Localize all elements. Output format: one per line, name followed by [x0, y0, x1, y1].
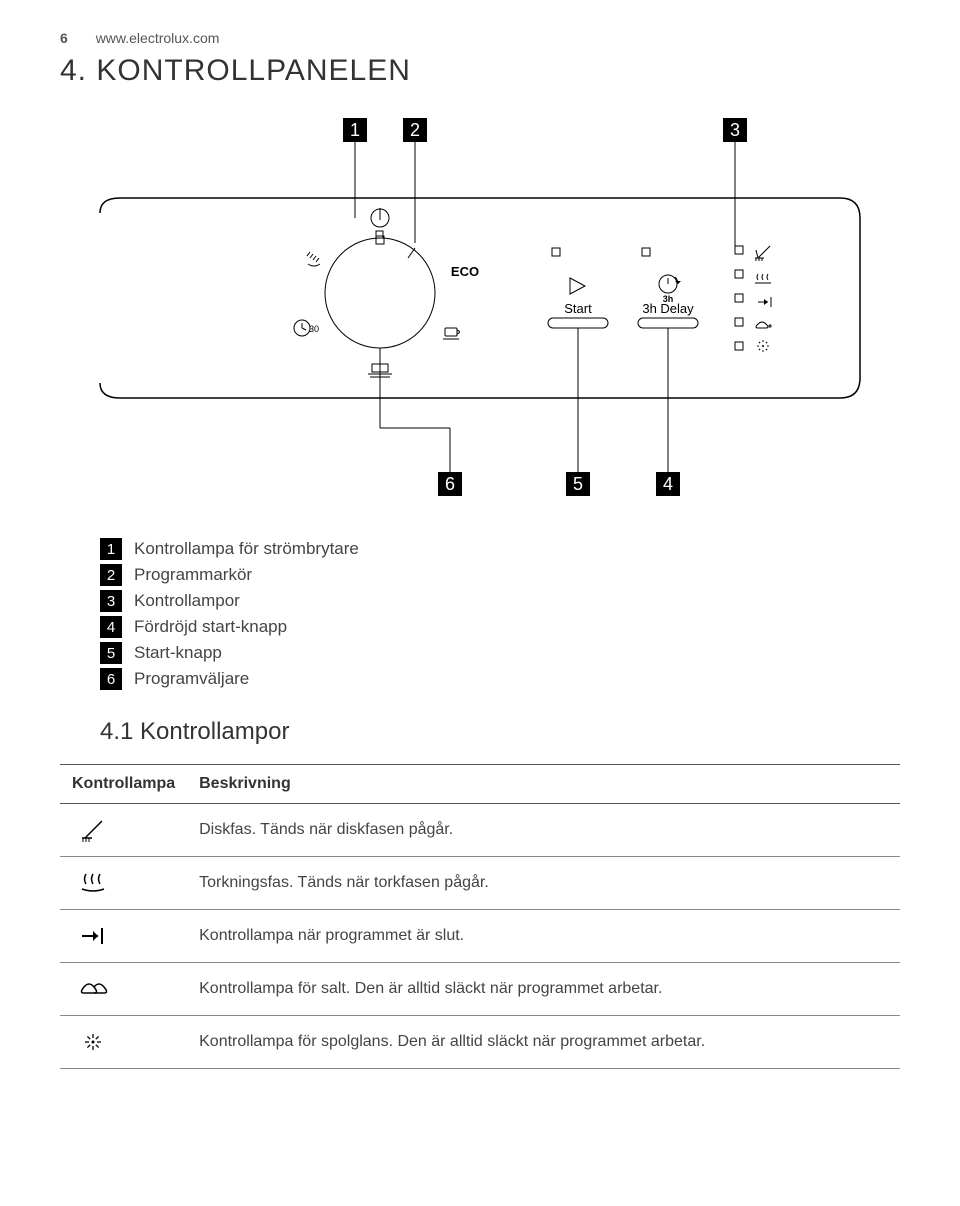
table-row: Torkningsfas. Tänds när torkfasen pågår. [60, 857, 900, 910]
indicator-table: Kontrollampa Beskrivning Diskfas. Tänds … [60, 764, 900, 1069]
svg-text:6: 6 [445, 474, 455, 494]
power-icon [371, 208, 389, 238]
cup-icon [443, 328, 460, 339]
steam-icon [60, 857, 187, 910]
svg-text:Start: Start [564, 301, 592, 316]
site-url: www.electrolux.com [96, 30, 220, 46]
legend-item: 2Programmarkör [100, 564, 900, 586]
running-header: 6 www.electrolux.com [60, 30, 900, 46]
svg-text:2: 2 [410, 120, 420, 140]
row-desc: Kontrollampa för salt. Den är alltid slä… [187, 963, 900, 1016]
table-row: Diskfas. Tänds när diskfasen pågår. [60, 804, 900, 857]
spray-icon [307, 252, 320, 266]
callout-3: 3 [723, 118, 747, 253]
row-desc: Kontrollampa när programmet är slut. [187, 910, 900, 963]
program-dial [325, 236, 435, 348]
table-header-icon: Kontrollampa [60, 765, 187, 804]
table-header-desc: Beskrivning [187, 765, 900, 804]
svg-text:3: 3 [730, 120, 740, 140]
eco-label: ECO [451, 264, 479, 279]
section-heading: KONTROLLPANELEN [96, 54, 411, 87]
legend-item: 5Start-knapp [100, 642, 900, 664]
section-title: 4. KONTROLLPANELEN [60, 54, 900, 88]
svg-text:3h Delay: 3h Delay [642, 301, 694, 316]
salt-icon [60, 963, 187, 1016]
indicator-column [735, 246, 772, 352]
callout-4: 4 [656, 328, 680, 496]
svg-text:30: 30 [309, 324, 319, 334]
table-row: Kontrollampa för salt. Den är alltid slä… [60, 963, 900, 1016]
svg-text:5: 5 [573, 474, 583, 494]
table-row: Kontrollampa för spolglans. Den är allti… [60, 1016, 900, 1069]
callout-legend: 1Kontrollampa för strömbrytare 2Programm… [100, 538, 900, 690]
rinse-icon [60, 1016, 187, 1069]
control-panel-diagram: 1 2 3 [60, 118, 900, 508]
svg-text:4: 4 [663, 474, 673, 494]
document-page: 6 www.electrolux.com 4. KONTROLLPANELEN … [0, 0, 960, 1119]
brush-icon [60, 804, 187, 857]
row-desc: Diskfas. Tänds när diskfasen pågår. [187, 804, 900, 857]
end-icon [60, 910, 187, 963]
table-row: Kontrollampa när programmet är slut. [60, 910, 900, 963]
page-number: 6 [60, 30, 68, 46]
legend-item: 1Kontrollampa för strömbrytare [100, 538, 900, 560]
legend-item: 4Fördröjd start-knapp [100, 616, 900, 638]
row-desc: Torkningsfas. Tänds när torkfasen pågår. [187, 857, 900, 910]
subsection-title: 4.1 Kontrollampor [100, 718, 900, 746]
legend-item: 3Kontrollampor [100, 590, 900, 612]
start-button: Start [548, 248, 608, 328]
callout-2: 2 [403, 118, 427, 243]
callout-1: 1 [343, 118, 367, 218]
row-desc: Kontrollampa för spolglans. Den är allti… [187, 1016, 900, 1069]
callout-6: 6 [380, 348, 462, 496]
svg-text:1: 1 [350, 120, 360, 140]
delay-button: 3h 3h Delay [638, 248, 698, 328]
legend-item: 6Programväljare [100, 668, 900, 690]
callout-5: 5 [566, 328, 590, 496]
clock-30-icon: 30 [294, 320, 319, 336]
section-number: 4. [60, 54, 87, 87]
